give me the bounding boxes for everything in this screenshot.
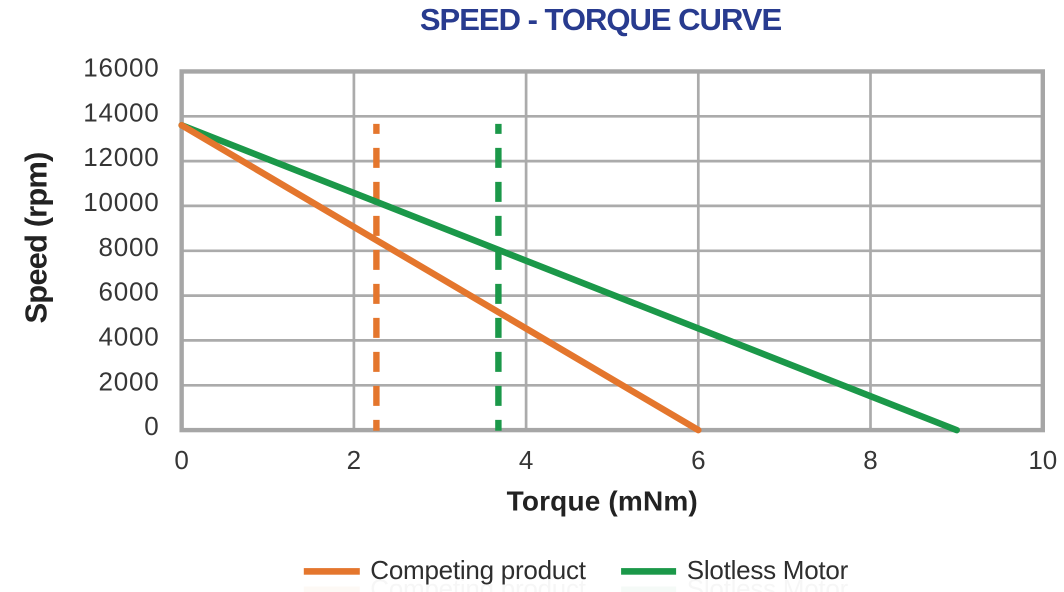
svg-text:14000: 14000 [83, 97, 159, 127]
svg-text:6: 6 [691, 445, 705, 475]
svg-text:2: 2 [347, 445, 361, 475]
svg-text:Torque (mNm): Torque (mNm) [507, 485, 698, 516]
svg-text:8000: 8000 [98, 232, 159, 262]
svg-text:10000: 10000 [83, 187, 159, 217]
svg-text:8: 8 [863, 445, 877, 475]
svg-text:0: 0 [144, 411, 159, 441]
svg-text:Speed (rpm): Speed (rpm) [19, 153, 54, 324]
svg-text:Competing product: Competing product [370, 573, 586, 592]
svg-text:16000: 16000 [83, 53, 159, 83]
svg-text:Slotless Motor: Slotless Motor [687, 555, 849, 585]
svg-text:Slotless Motor: Slotless Motor [687, 573, 849, 592]
svg-text:4: 4 [519, 445, 533, 475]
svg-text:2000: 2000 [98, 366, 159, 396]
svg-text:SPEED - TORQUE CURVE: SPEED - TORQUE CURVE [420, 2, 782, 37]
svg-text:Competing product: Competing product [370, 555, 586, 585]
svg-text:6000: 6000 [98, 277, 159, 307]
svg-text:12000: 12000 [83, 142, 159, 172]
svg-text:0: 0 [174, 445, 188, 475]
svg-text:4000: 4000 [98, 321, 159, 351]
svg-text:10: 10 [1028, 445, 1057, 475]
